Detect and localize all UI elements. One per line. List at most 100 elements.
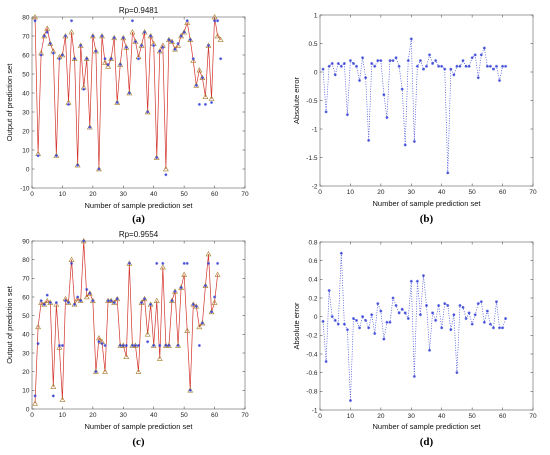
- panel-c-triangle-point: [32, 400, 38, 406]
- panel-d-asterisk-point: [388, 320, 392, 324]
- panel-c-triangle-point: [53, 301, 60, 307]
- panel-b-asterisk-point: [455, 64, 459, 68]
- panel-a-asterisk-point: [48, 42, 52, 46]
- panel-d-asterisk-point: [397, 311, 401, 315]
- panel-c-asterisk-point: [73, 302, 77, 306]
- panel-a-asterisk-stroke: [140, 44, 143, 47]
- panel-c-asterisk-stroke: [131, 344, 134, 347]
- panel-d-asterisk-stroke: [321, 320, 325, 323]
- panel-c-asterisk-point: [106, 299, 110, 303]
- panel-a-asterisk-point: [170, 40, 174, 44]
- panel-d-asterisk-point: [458, 303, 462, 307]
- panel-a-title: Rp=0.9481: [119, 6, 159, 15]
- panel-b-ylabel: Absolute error: [292, 76, 301, 124]
- panel-d-ytick-label: 0.2: [308, 295, 317, 302]
- panel-c-asterisk-point: [109, 299, 113, 303]
- panel-c-asterisk-point: [133, 344, 137, 348]
- panel-b-asterisk-point: [446, 171, 450, 175]
- panel-b-asterisk-stroke: [455, 65, 459, 68]
- panel-c-triangle-point: [38, 299, 45, 305]
- panel-b-asterisk-point: [491, 67, 495, 71]
- panel-b-asterisk-point: [409, 37, 413, 41]
- panel-a-triangle-point: [217, 36, 224, 43]
- panel-c-asterisk-point: [127, 261, 131, 265]
- panel-a-asterisk-point: [155, 156, 159, 160]
- panel-a-label: (a): [132, 213, 145, 225]
- panel-b-xtick-label: 20: [377, 189, 385, 196]
- panel-a-asterisk-point: [161, 45, 165, 49]
- panel-a-asterisk-stroke: [82, 87, 85, 91]
- panel-c-asterisk-point: [194, 304, 198, 308]
- panel-b-asterisk-point: [348, 59, 352, 63]
- panel-d-asterisk-point: [400, 307, 404, 311]
- panel-c-asterisk-stroke: [85, 288, 89, 291]
- panel-c-asterisk-point: [173, 289, 177, 293]
- panel-c-asterisk-stroke: [33, 394, 37, 398]
- panel-c-asterisk-point: [213, 295, 217, 299]
- panel-a-ytick-label: 50: [22, 71, 30, 78]
- panel-a-asterisk-point: [57, 57, 61, 61]
- panel-b-asterisk-point: [388, 59, 392, 63]
- panel-d-asterisk-stroke: [501, 326, 504, 330]
- panel-a-asterisk-stroke: [192, 57, 195, 61]
- panel-d-xtick-label: 70: [529, 413, 537, 420]
- panel-b-asterisk-stroke: [476, 76, 480, 79]
- panel-d-asterisk-stroke: [406, 317, 410, 320]
- panel-d-asterisk-stroke: [440, 326, 443, 330]
- panel-c-ytick-label: 10: [22, 388, 30, 395]
- panel-d-asterisk-point: [455, 371, 459, 375]
- panel-b-asterisk-stroke: [437, 65, 440, 68]
- panel-b-asterisk-stroke: [376, 59, 380, 62]
- panel-a-triangle-point: [214, 32, 221, 39]
- panel-b-asterisk-stroke: [489, 65, 492, 68]
- panel-d-asterisk-stroke: [492, 326, 495, 330]
- panel-c-asterisk-stroke: [213, 295, 216, 299]
- panel-b-asterisk-stroke: [486, 65, 489, 68]
- panel-b-asterisk-point: [327, 64, 331, 68]
- panel-d-asterisk-stroke: [446, 304, 450, 307]
- panel-d-asterisk-stroke: [352, 317, 355, 320]
- panel-d-asterisk-point: [403, 311, 407, 315]
- panel-a-asterisk-point: [197, 102, 201, 106]
- panel-a-asterisk-point: [133, 40, 137, 44]
- panel-a-asterisk-stroke: [73, 57, 76, 61]
- panel-d-asterisk-point: [412, 374, 416, 378]
- panel-a-asterisk-point: [194, 83, 198, 87]
- panel-a-asterisk-stroke: [195, 84, 198, 87]
- panel-d-asterisk-point: [470, 322, 474, 326]
- panel-c-asterisk-point: [167, 344, 171, 348]
- panel-c-asterisk-stroke: [67, 301, 70, 304]
- panel-a-asterisk-point: [106, 63, 110, 66]
- panel-a-ytick-label: 40: [22, 90, 30, 97]
- panel-c-asterisk-stroke: [143, 297, 146, 301]
- panel-c-triangle-point: [214, 271, 221, 277]
- panel-d-asterisk-point: [379, 309, 383, 313]
- panel-c-asterisk-stroke: [146, 340, 149, 344]
- panel-a-asterisk-point: [173, 47, 177, 51]
- panel-b-asterisk-stroke: [361, 56, 364, 60]
- panel-d-asterisk-point: [391, 296, 395, 300]
- panel-b-asterisk-point: [391, 59, 395, 63]
- panel-d-asterisk-point: [498, 326, 502, 330]
- panel-a-asterisk-point: [63, 34, 67, 38]
- panel-d-asterisk-point: [321, 319, 325, 323]
- panel-a-asterisk-point: [188, 38, 192, 42]
- panel-c-asterisk-point: [79, 299, 83, 303]
- panel-b-asterisk-point: [400, 87, 404, 91]
- panel-b-asterisk-point: [351, 61, 355, 65]
- panel-d-asterisk-point: [330, 315, 334, 319]
- panel-a-asterisk-point: [39, 53, 43, 57]
- panel-d-asterisk-point: [479, 300, 483, 304]
- panel-b-asterisk-point: [485, 64, 489, 68]
- panel-c-marks: 0 10 20 30 40 50 60 70 0 10 20 30 40 50 60 70 80 90: [22, 237, 249, 419]
- panel-c-asterisk-stroke: [155, 262, 159, 265]
- panel-c-asterisk-point: [161, 261, 165, 265]
- panel-d-asterisk-stroke: [489, 322, 492, 326]
- panel-c-asterisk-stroke: [94, 370, 98, 373]
- panel-d-asterisk-point: [488, 322, 492, 326]
- panel-a-asterisk-stroke: [167, 38, 171, 42]
- panel-d-asterisk-stroke: [483, 321, 486, 324]
- panel-d-xtick-label: 60: [499, 413, 507, 420]
- panel-b-asterisk-point: [382, 93, 386, 97]
- panel-d-asterisk-point: [409, 279, 413, 283]
